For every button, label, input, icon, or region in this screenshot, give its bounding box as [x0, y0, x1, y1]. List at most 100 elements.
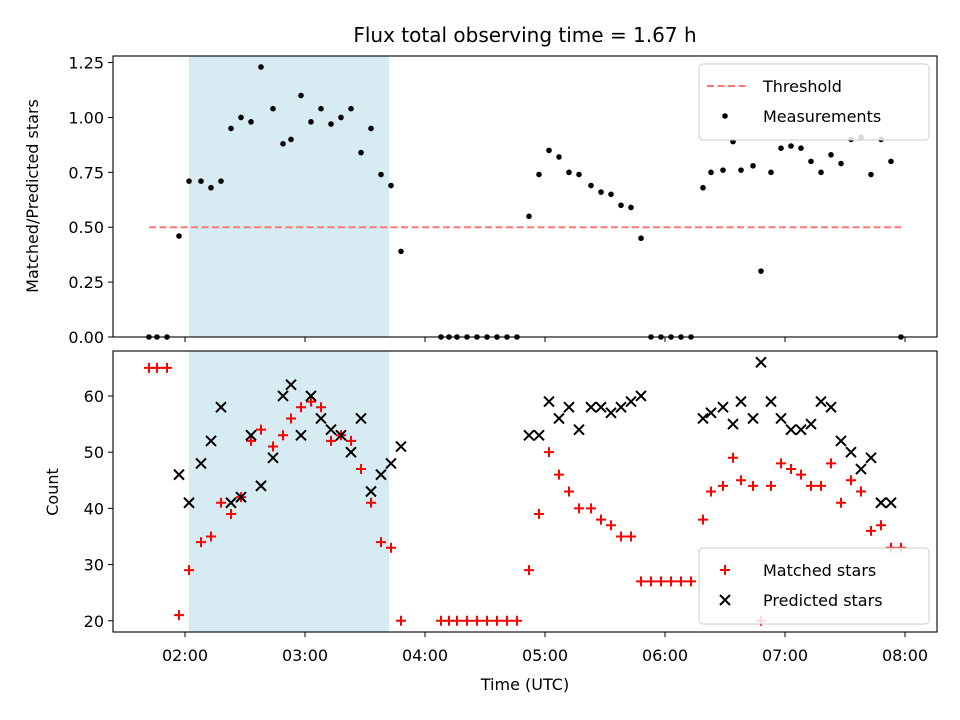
matched-star-point — [502, 615, 512, 626]
matched-star-point — [626, 531, 636, 542]
matched-star-point — [636, 576, 646, 587]
matched-star-point — [554, 469, 564, 480]
predicted-star-point — [563, 401, 575, 413]
matched-star-point — [656, 576, 666, 587]
matched-star-point — [216, 497, 226, 508]
predicted-star-point — [315, 412, 327, 425]
measurement-point — [318, 105, 324, 112]
measurement-point — [198, 178, 204, 184]
measurement-point — [638, 235, 644, 242]
predicted-star-point — [245, 429, 257, 442]
bottom-x-tick-label: 06:00 — [642, 646, 688, 665]
matched-star-point — [524, 565, 534, 576]
predicted-star-point — [215, 401, 227, 413]
matched-star-point — [616, 531, 626, 542]
measurement-point — [720, 167, 726, 173]
bottom-x-tick-label: 04:00 — [402, 646, 448, 665]
matched-star-point — [728, 452, 738, 463]
predicted-star-point — [285, 379, 297, 391]
matched-star-point — [492, 615, 502, 626]
predicted-star-point — [765, 395, 777, 408]
bottom-y-tick-label: 30 — [84, 556, 104, 575]
legend-measurement-swatch — [722, 113, 728, 119]
matched-star-point — [776, 458, 786, 469]
measurement-point — [358, 149, 364, 156]
top-legend: Threshold Measurements — [698, 63, 930, 141]
top-plot: Flux total observing time = 1.67 h 0.000… — [68, 23, 938, 347]
matched-star-point — [152, 362, 162, 373]
predicted-star-point — [815, 395, 827, 408]
matched-star-point — [544, 447, 554, 458]
measurement-point — [608, 191, 614, 198]
top-plot-title: Flux total observing time = 1.67 h — [353, 23, 696, 47]
predicted-star-point — [595, 401, 607, 413]
measurement-point — [818, 169, 824, 176]
matched-star-point — [512, 615, 522, 626]
measurement-point — [838, 160, 844, 167]
measurement-point — [888, 158, 894, 165]
measurement-point — [526, 213, 532, 220]
predicted-star-point — [235, 491, 247, 503]
measurement-point — [808, 158, 814, 165]
measurement-point — [368, 125, 374, 132]
matched-star-point — [386, 542, 396, 553]
legend-label: Threshold — [762, 77, 842, 96]
matched-star-point — [586, 503, 596, 514]
matched-star-point — [706, 486, 716, 497]
legend-predicted-swatch — [719, 594, 731, 606]
measurement-point — [258, 64, 264, 70]
matched-star-point — [196, 537, 206, 548]
measurement-point — [288, 136, 294, 143]
matched-star-point — [846, 475, 856, 486]
bottom-y-axis-label: Count — [43, 468, 62, 516]
bottom-plot: 20 30 40 50 60 02:00 03:00 04:00 05:00 06:00 07:00… — [84, 350, 938, 694]
bottom-x-tick-label: 03:00 — [282, 646, 328, 665]
measurement-point — [700, 184, 706, 191]
matched-star-point — [866, 525, 876, 536]
matched-star-point — [564, 486, 574, 497]
predicted-star-point — [727, 418, 739, 430]
predicted-star-point — [605, 407, 617, 419]
matched-star-point — [796, 469, 806, 480]
bottom-y-tick-label: 20 — [84, 612, 104, 631]
matched-star-point — [816, 480, 826, 491]
predicted-star-point — [385, 457, 397, 470]
measurement-point — [338, 114, 344, 121]
measurement-point — [588, 182, 594, 189]
measurement-point — [398, 248, 404, 255]
bottom-y-tick-label: 40 — [84, 499, 104, 518]
measurement-point — [598, 189, 604, 195]
predicted-star-point — [325, 423, 337, 436]
matched-star-point — [826, 458, 836, 469]
legend-box — [698, 547, 930, 625]
predicted-star-point — [183, 497, 195, 509]
matched-star-point — [766, 480, 776, 491]
matched-star-point — [596, 514, 606, 525]
bottom-x-tick-label: 02:00 — [162, 646, 208, 665]
measurement-point — [788, 143, 794, 149]
matched-star-point — [246, 435, 256, 446]
predicted-star-point — [355, 412, 367, 425]
matched-star-point — [452, 615, 462, 626]
predicted-star-point — [795, 423, 807, 436]
predicted-star-point — [735, 395, 747, 408]
matched-star-point — [676, 576, 686, 587]
measurement-point — [388, 182, 394, 189]
bottom-x-tick-label: 05:00 — [522, 646, 568, 665]
predicted-star-point — [845, 446, 857, 458]
matched-star-point — [836, 497, 846, 508]
measurement-point — [566, 169, 572, 176]
matched-star-point — [184, 565, 194, 576]
predicted-star-point — [785, 423, 797, 436]
top-y-tick-label: 0.75 — [68, 163, 104, 182]
predicted-star-point — [277, 390, 289, 402]
predicted-star-point — [825, 401, 837, 413]
measurement-point — [378, 171, 384, 178]
predicted-star-point — [615, 401, 627, 413]
measurement-point — [798, 145, 804, 152]
measurement-point — [758, 268, 764, 274]
bottom-x-tick-label: 08:00 — [882, 646, 928, 665]
matched-star-point — [366, 497, 376, 508]
bottom-y-tick-label: 50 — [84, 443, 104, 462]
